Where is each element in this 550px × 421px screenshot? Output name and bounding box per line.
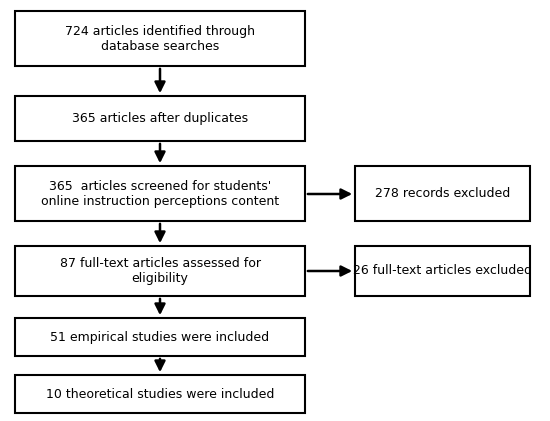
Bar xyxy=(15,375,305,413)
Bar xyxy=(355,166,530,221)
Bar xyxy=(15,11,305,66)
Bar xyxy=(355,246,530,296)
Text: 26 full-text articles excluded: 26 full-text articles excluded xyxy=(353,264,532,277)
Text: 51 empirical studies were included: 51 empirical studies were included xyxy=(51,330,270,344)
Text: 365  articles screened for students'
online instruction perceptions content: 365 articles screened for students' onli… xyxy=(41,179,279,208)
Text: 724 articles identified through
database searches: 724 articles identified through database… xyxy=(65,24,255,53)
Text: 10 theoretical studies were included: 10 theoretical studies were included xyxy=(46,387,274,400)
Text: 278 records excluded: 278 records excluded xyxy=(375,187,510,200)
Bar xyxy=(15,318,305,356)
Bar xyxy=(15,246,305,296)
Text: 87 full-text articles assessed for
eligibility: 87 full-text articles assessed for eligi… xyxy=(59,257,261,285)
Bar xyxy=(15,96,305,141)
Text: 365 articles after duplicates: 365 articles after duplicates xyxy=(72,112,248,125)
Bar xyxy=(15,166,305,221)
